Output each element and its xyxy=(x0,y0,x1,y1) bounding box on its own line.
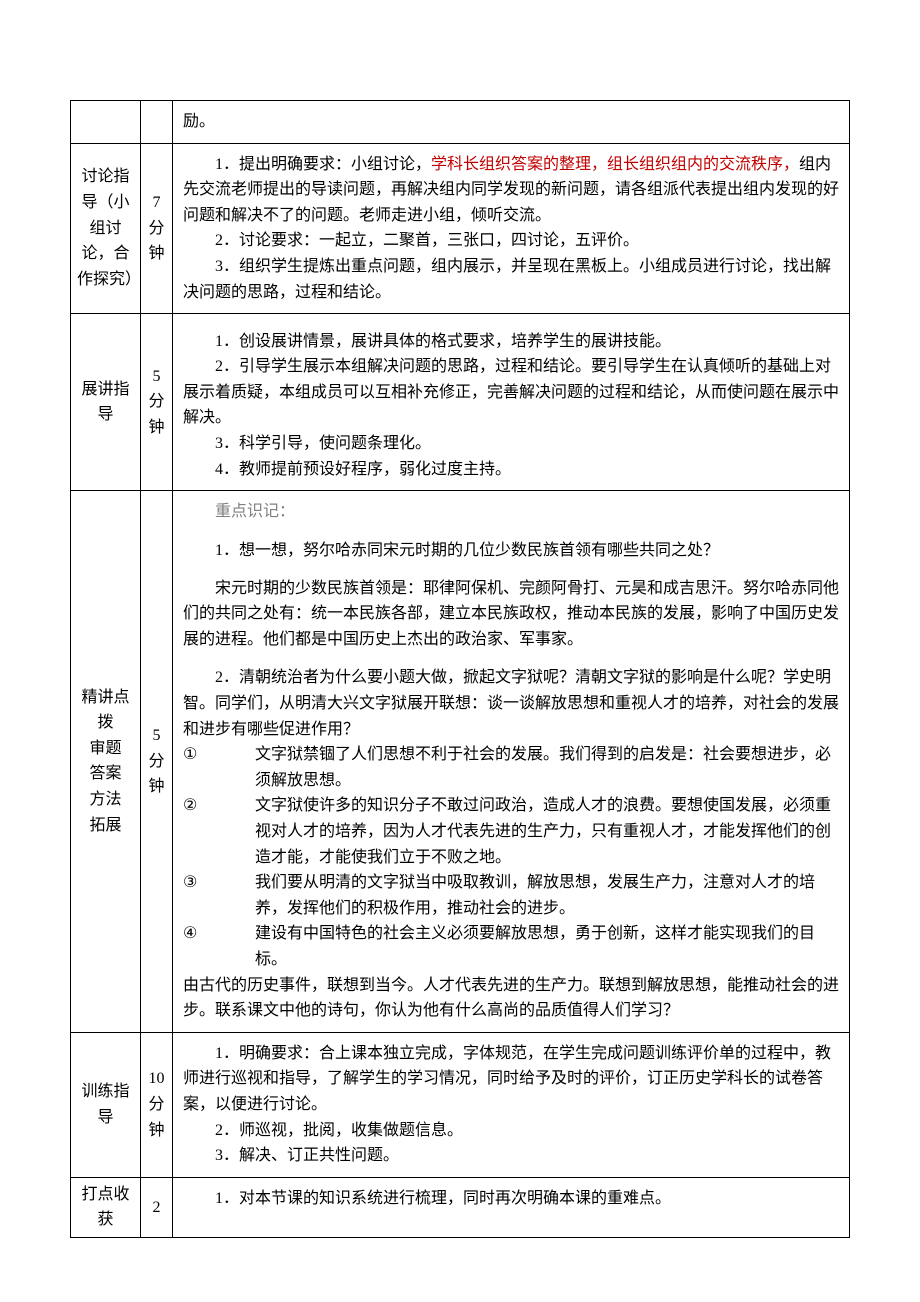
list-item: ③我们要从明清的文字狱当中吸取教训，解放思想，发展生产力，注意对人才的培养，发挥… xyxy=(183,870,839,921)
time-cell: 2 xyxy=(141,1177,173,1237)
time-cell xyxy=(141,101,173,144)
highlight-text: 学科长组织答案的整理，组长组织组内的交流秩序， xyxy=(431,156,799,173)
stage-cell xyxy=(71,101,141,144)
table-row: 训练指导 10分钟 1．明确要求：合上课本独立完成，字体规范，在学生完成问题训练… xyxy=(71,1032,850,1177)
stage-cell: 展讲指导 xyxy=(71,314,141,491)
bullet-marker: ① xyxy=(183,742,255,768)
spacer xyxy=(183,653,839,666)
content-line: 1．创设展讲情景，展讲具体的格式要求，培养学生的展讲技能。 xyxy=(183,329,839,355)
bullet-marker: ③ xyxy=(183,870,255,896)
stage-cell: 讨论指导（小组讨论，合作探究） xyxy=(71,143,141,314)
content-line: 3．组织学生提炼出重点问题，组内展示，并呈现在黑板上。小组成员进行讨论，找出解决… xyxy=(183,254,839,305)
time-cell: 5分钟 xyxy=(141,491,173,1033)
content-cell: 1．提出明确要求：小组讨论，学科长组织答案的整理，组长组织组内的交流秩序，组内先… xyxy=(173,143,850,314)
stage-cell: 精讲点拨 审题 答案 方法 拓展 xyxy=(71,491,141,1033)
bullet-marker: ② xyxy=(183,793,255,819)
content-line: 2．引导学生展示本组解决问题的思路，过程和结论。要引导学生在认真倾听的基础上对展… xyxy=(183,354,839,431)
spacer xyxy=(183,525,839,538)
content-line: 1．明确要求：合上课本独立完成，字体规范，在学生完成问题训练评价单的过程中，教师… xyxy=(183,1041,839,1118)
content-line: 2．师巡视，批阅，收集做题信息。 xyxy=(183,1118,839,1144)
text: 1．提出明确要求：小组讨论， xyxy=(215,156,431,173)
table-row: 精讲点拨 审题 答案 方法 拓展 5分钟 重点识记： 1．想一想，努尔哈赤同宋元… xyxy=(71,491,850,1033)
content-cell: 1．明确要求：合上课本独立完成，字体规范，在学生完成问题训练评价单的过程中，教师… xyxy=(173,1032,850,1177)
content-cell: 励。 xyxy=(173,101,850,144)
table-row: 励。 xyxy=(71,101,850,144)
bullet-list: ①文字狱禁锢了人们思想不利于社会的发展。我们得到的启发是：社会要想进步，必须解放… xyxy=(183,742,839,972)
content-line: 3．解决、订正共性问题。 xyxy=(183,1143,839,1169)
lesson-plan-table: 励。 讨论指导（小组讨论，合作探究） 7分钟 1．提出明确要求：小组讨论，学科长… xyxy=(70,100,850,1238)
content-line: 2．讨论要求：一起立，二聚首，三张口，四讨论，五评价。 xyxy=(183,228,839,254)
heading-gray: 重点识记： xyxy=(183,499,839,525)
time-cell: 10分钟 xyxy=(141,1032,173,1177)
content-line: 2．清朝统治者为什么要小题大做，掀起文字狱呢？清朝文字狱的影响是什么呢？学史明智… xyxy=(183,665,839,742)
time-cell: 5分钟 xyxy=(141,314,173,491)
content-cell: 1．创设展讲情景，展讲具体的格式要求，培养学生的展讲技能。 2．引导学生展示本组… xyxy=(173,314,850,491)
bullet-marker: ④ xyxy=(183,921,255,947)
bullet-text: 文字狱禁锢了人们思想不利于社会的发展。我们得到的启发是：社会要想进步，必须解放思… xyxy=(255,746,831,789)
bullet-text: 文字狱使许多的知识分子不敢过问政治，造成人才的浪费。要想使国发展，必须重视对人才… xyxy=(255,797,831,865)
table-row: 展讲指导 5分钟 1．创设展讲情景，展讲具体的格式要求，培养学生的展讲技能。 2… xyxy=(71,314,850,491)
content-line: 1．对本节课的知识系统进行梳理，同时再次明确本课的重难点。 xyxy=(183,1186,839,1212)
content-line: 4．教师提前预设好程序，弱化过度主持。 xyxy=(183,457,839,483)
content-line: 3．科学引导，使问题条理化。 xyxy=(183,431,839,457)
list-item: ②文字狱使许多的知识分子不敢过问政治，造成人才的浪费。要想使国发展，必须重视对人… xyxy=(183,793,839,870)
table-row: 打点收获 2 1．对本节课的知识系统进行梳理，同时再次明确本课的重难点。 xyxy=(71,1177,850,1237)
stage-cell: 训练指导 xyxy=(71,1032,141,1177)
content-line: 宋元时期的少数民族首领是：耶律阿保机、完颜阿骨打、元昊和成吉思汗。努尔哈赤同他们… xyxy=(183,576,839,653)
time-cell: 7分钟 xyxy=(141,143,173,314)
stage-cell: 打点收获 xyxy=(71,1177,141,1237)
bullet-text: 我们要从明清的文字狱当中吸取教训，解放思想，发展生产力，注意对人才的培养，发挥他… xyxy=(255,874,815,917)
content-line: 由古代的历史事件，联想到当今。人才代表先进的生产力。联想到解放思想，能推动社会的… xyxy=(183,973,839,1024)
content-cell: 重点识记： 1．想一想，努尔哈赤同宋元时期的几位少数民族首领有哪些共同之处？ 宋… xyxy=(173,491,850,1033)
content-line: 1．提出明确要求：小组讨论，学科长组织答案的整理，组长组织组内的交流秩序，组内先… xyxy=(183,152,839,229)
content-cell: 1．对本节课的知识系统进行梳理，同时再次明确本课的重难点。 xyxy=(173,1177,850,1237)
spacer xyxy=(183,563,839,576)
list-item: ④建设有中国特色的社会主义必须要解放思想，勇于创新，这样才能实现我们的目标。 xyxy=(183,921,839,972)
table-row: 讨论指导（小组讨论，合作探究） 7分钟 1．提出明确要求：小组讨论，学科长组织答… xyxy=(71,143,850,314)
list-item: ①文字狱禁锢了人们思想不利于社会的发展。我们得到的启发是：社会要想进步，必须解放… xyxy=(183,742,839,793)
content-line: 1．想一想，努尔哈赤同宋元时期的几位少数民族首领有哪些共同之处？ xyxy=(183,538,839,564)
content-line: 励。 xyxy=(183,109,839,135)
bullet-text: 建设有中国特色的社会主义必须要解放思想，勇于创新，这样才能实现我们的目标。 xyxy=(255,925,815,968)
